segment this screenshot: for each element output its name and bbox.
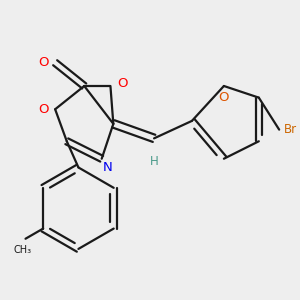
Text: H: H [150,155,158,168]
Text: O: O [38,103,49,116]
Text: O: O [117,76,127,90]
Text: O: O [38,56,49,69]
Text: N: N [103,161,112,174]
Text: CH₃: CH₃ [14,245,32,255]
Text: O: O [219,91,229,104]
Text: Br: Br [284,123,297,136]
